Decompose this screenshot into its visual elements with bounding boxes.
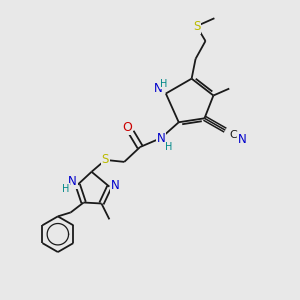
Text: N: N: [68, 175, 77, 188]
Text: O: O: [122, 121, 132, 134]
Text: H: H: [62, 184, 70, 194]
Text: H: H: [160, 79, 168, 88]
Text: N: N: [157, 132, 165, 145]
Text: S: S: [193, 20, 200, 33]
Text: N: N: [111, 179, 120, 192]
Text: N: N: [154, 82, 162, 95]
Text: N: N: [238, 133, 247, 146]
Text: H: H: [165, 142, 172, 152]
Text: S: S: [102, 153, 109, 167]
Text: C: C: [229, 130, 237, 140]
